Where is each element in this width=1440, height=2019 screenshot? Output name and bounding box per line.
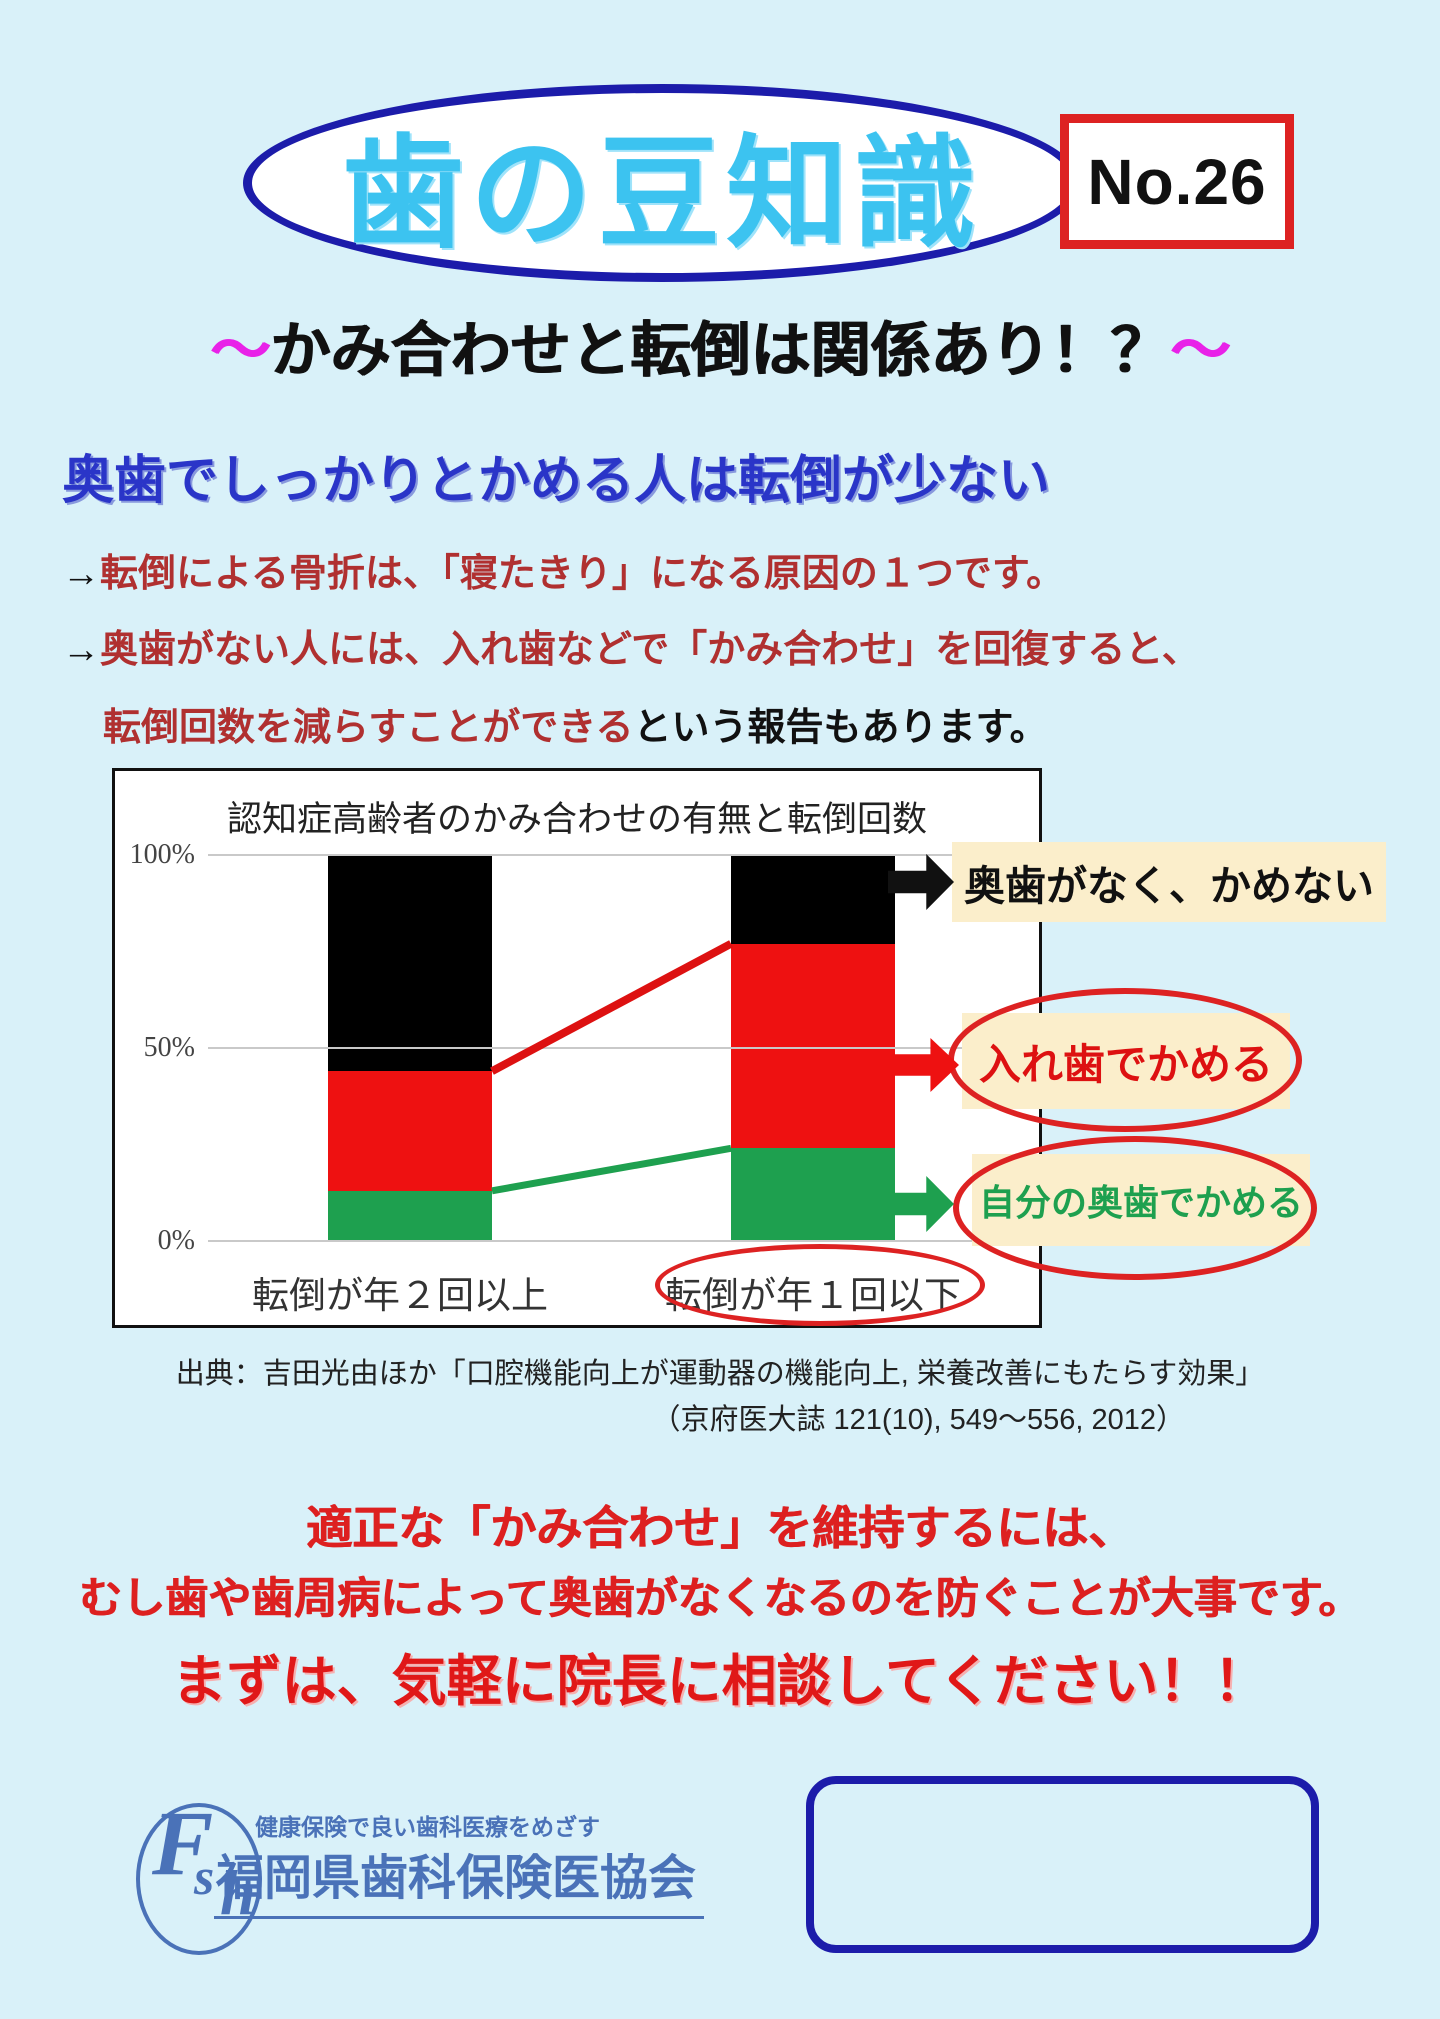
annotation-no-molars: 奥歯がなく、かめない [952, 842, 1386, 922]
own-molars-highlight-oval [953, 1136, 1317, 1280]
bar-segment [731, 1148, 895, 1241]
chart-panel: 認知症高齢者のかみ合わせの有無と転倒回数 100% 50% 0% 転倒が年２回以上 … [112, 768, 1042, 1328]
bar-segment [328, 1190, 492, 1241]
message-line-1: 適正な「かみ合わせ」を維持するには、 [306, 1502, 1134, 1554]
lead-heading: 奥歯でしっかりとかめる人は転倒が少ない [62, 452, 1051, 510]
category-label-falls-2plus: 転倒が年２回以上 [252, 1276, 548, 1317]
association-logo-letters: F s h [136, 1790, 276, 1960]
bar-segment [328, 1071, 492, 1191]
flyer-logo-title: 歯の豆知識 [342, 125, 982, 262]
title-tilde-right: ～ [1170, 317, 1230, 384]
bar-segment [731, 943, 895, 1149]
main-title-text: かみ合わせと転倒は関係あり！？ [270, 317, 1170, 384]
logo-letter-s: s [194, 1849, 215, 1906]
connector-line [490, 940, 733, 1075]
connector-line [491, 1144, 732, 1195]
bar-segment [731, 855, 895, 944]
tooth-trivia-oval: 歯の豆知識 [243, 84, 1081, 282]
logo-letter-f: F [152, 1792, 214, 1894]
stacked-bar-falls-1less [731, 855, 895, 1241]
y-tick-label: 0% [157, 1225, 195, 1256]
logo-letter-h: h [220, 1857, 256, 1928]
chart-title: 認知症高齢者のかみ合わせの有無と転倒回数 [226, 800, 927, 839]
lead-paragraph-1: →転倒による骨折は、「寝たきり」になる原因の１つです。 [62, 542, 1064, 597]
title-tilde-left: ～ [210, 317, 270, 384]
source-line-1: 出典：吉田光由ほか「口腔機能向上が運動器の機能向上, 栄養改善にもたらす効果」 [175, 1358, 1265, 1390]
lead-paragraph-2: →奥歯がない人には、入れ歯などで「かみ合わせ」を回復すると、 [62, 618, 1200, 673]
association-logo-circle [136, 1803, 262, 1955]
denture-highlight-oval [948, 988, 1302, 1132]
gridline [208, 1047, 1023, 1049]
issue-number-box: No.26 [1060, 114, 1294, 249]
y-tick-label: 100% [129, 839, 195, 870]
source-line-2: （京府医大誌 121(10), 549～556, 2012） [651, 1404, 1185, 1436]
lead-paragraph-1-text: 転倒による骨折は、「寝たきり」になる原因の１つです。 [100, 553, 1065, 595]
message-line-3: まずは、気軽に院長に相談してください！！ [171, 1650, 1269, 1712]
stacked-bar-falls-2plus [328, 855, 492, 1241]
footer-org-name: 福岡県歯科保険医協会 [214, 1838, 705, 1919]
contact-stamp-box [806, 1776, 1319, 1953]
arrow-glyph-1: → [62, 553, 100, 595]
footer-tagline: 健康保険で良い歯科医療をめざす [255, 1814, 600, 1840]
arrow-glyph-2: → [62, 629, 100, 671]
lead-paragraph-3-red: 転倒回数を減らすことができる [103, 707, 634, 749]
lead-paragraph-2-text: 奥歯がない人には、入れ歯などで「かみ合わせ」を回復すると、 [100, 629, 1200, 671]
plot-area: 100% 50% 0% [130, 839, 1023, 1256]
issue-number: No.26 [1087, 145, 1267, 218]
main-title: ～かみ合わせと転倒は関係あり！？～ [0, 302, 1440, 389]
gridline [208, 854, 1023, 856]
category-2-highlight-oval [655, 1244, 985, 1326]
gridline [208, 1240, 1023, 1242]
bar-segment [328, 855, 492, 1072]
message-line-2: むし歯や歯周病によって奥歯がなくなるのを防ぐことが大事です。 [78, 1575, 1362, 1623]
lead-paragraph-3: 転倒回数を減らすことができるという報告もあります。 [103, 696, 1048, 751]
lead-paragraph-3-black: という報告もあります。 [633, 707, 1048, 749]
y-tick-label: 50% [143, 1032, 195, 1063]
